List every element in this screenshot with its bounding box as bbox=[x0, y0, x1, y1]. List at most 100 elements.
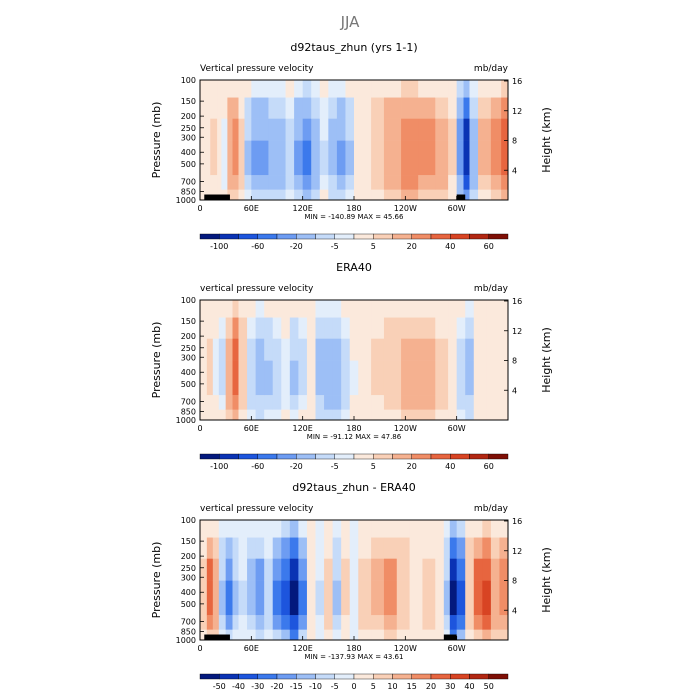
contour-cell bbox=[501, 140, 509, 176]
contour-cell bbox=[358, 615, 372, 630]
contour-cell bbox=[212, 520, 220, 538]
y-tick-label: 100 bbox=[181, 516, 196, 525]
colorbar-label: -5 bbox=[331, 242, 339, 251]
contour-cell bbox=[435, 338, 449, 361]
contour-cell bbox=[315, 395, 325, 410]
contour-cell bbox=[289, 409, 299, 421]
contour-cell bbox=[289, 580, 299, 616]
colorbar-label: 30 bbox=[445, 682, 455, 691]
colorbar-label: 50 bbox=[484, 682, 494, 691]
contour-cell bbox=[298, 537, 308, 559]
contour-cell bbox=[311, 175, 321, 190]
contour-cell bbox=[499, 338, 509, 361]
contour-cell bbox=[448, 175, 458, 190]
contour-cell bbox=[349, 629, 359, 641]
contour-cell bbox=[298, 300, 308, 318]
contour-cell bbox=[218, 580, 227, 616]
contour-cell bbox=[490, 140, 502, 176]
contour-cell bbox=[371, 409, 385, 421]
contour-cell bbox=[200, 409, 208, 421]
contour-cell bbox=[332, 360, 342, 396]
contour-cell bbox=[473, 409, 488, 421]
terrain-mask bbox=[204, 634, 230, 640]
contour-cell bbox=[306, 558, 316, 581]
contour-cell bbox=[294, 97, 304, 119]
colorbar-box bbox=[276, 233, 297, 240]
contour-cell bbox=[499, 537, 509, 559]
contour-cell bbox=[306, 629, 316, 641]
contour-cell bbox=[277, 80, 286, 98]
contour-cell bbox=[448, 97, 458, 119]
x-tick-label: 180 bbox=[346, 204, 361, 213]
contour-cell bbox=[319, 189, 329, 201]
contour-cell bbox=[328, 140, 338, 176]
contour-cell bbox=[371, 360, 385, 396]
contour-cell bbox=[371, 140, 385, 176]
contour-cell bbox=[463, 189, 470, 201]
y-tick-label: 850 bbox=[181, 408, 196, 417]
colorbar-box bbox=[392, 453, 412, 460]
contour-cell bbox=[281, 615, 291, 630]
contour-cell bbox=[463, 80, 470, 98]
contour-cell bbox=[289, 338, 299, 361]
contour-cell bbox=[311, 189, 321, 201]
contour-cell bbox=[298, 629, 308, 641]
contour-cell bbox=[354, 118, 363, 141]
contour-cell bbox=[418, 80, 436, 98]
contour-cell bbox=[358, 629, 372, 641]
contour-cell bbox=[396, 537, 411, 559]
contour-cell bbox=[349, 360, 359, 396]
contour-cell bbox=[206, 317, 214, 339]
contour-cell bbox=[341, 300, 351, 318]
right-tick-label: 16 bbox=[512, 77, 522, 86]
contour-cell bbox=[501, 97, 509, 119]
contour-cell bbox=[264, 537, 274, 559]
contour-cell bbox=[218, 615, 227, 630]
contour-cell bbox=[465, 629, 475, 641]
contour-cell bbox=[422, 615, 436, 630]
right-tick-label: 4 bbox=[512, 386, 517, 395]
contour-cell bbox=[238, 395, 248, 410]
contour-cell bbox=[349, 520, 359, 538]
contour-cell bbox=[501, 118, 509, 141]
contour-cell bbox=[264, 360, 274, 396]
contour-cell bbox=[401, 338, 419, 361]
contour-cell bbox=[232, 317, 239, 339]
contour-cell bbox=[456, 629, 466, 641]
colorbar-label: -50 bbox=[213, 682, 226, 691]
colorbar-label: 60 bbox=[484, 242, 494, 251]
contour-cell bbox=[272, 395, 282, 410]
contour-cell bbox=[341, 360, 351, 396]
contour-cell bbox=[225, 558, 233, 581]
contour-cell bbox=[247, 558, 257, 581]
contour-cell bbox=[298, 317, 308, 339]
contour-cell bbox=[435, 580, 445, 616]
contour-cell bbox=[396, 629, 411, 641]
colorbar-label: -20 bbox=[270, 682, 283, 691]
contour-cell bbox=[409, 615, 423, 630]
contour-cell bbox=[490, 118, 502, 141]
contour-cell bbox=[247, 580, 257, 616]
contour-cell bbox=[383, 395, 402, 410]
contour-cell bbox=[449, 615, 458, 630]
contour-cell bbox=[315, 537, 325, 559]
x-tick-label: 120E bbox=[293, 644, 313, 653]
contour-cell bbox=[401, 80, 419, 98]
contour-cell bbox=[448, 317, 458, 339]
contour-cell bbox=[332, 409, 342, 421]
contour-cell bbox=[349, 300, 359, 318]
contour-cell bbox=[204, 140, 211, 176]
y-tick-label: 1000 bbox=[176, 416, 196, 425]
right-tick-label: 4 bbox=[512, 166, 517, 175]
contour-cell bbox=[315, 338, 325, 361]
contour-cell bbox=[218, 395, 227, 410]
contour-cell bbox=[422, 580, 436, 616]
right-tick-label: 4 bbox=[512, 606, 517, 615]
contour-cell bbox=[294, 140, 304, 176]
contour-cell bbox=[456, 97, 464, 119]
contour-cell bbox=[396, 580, 411, 616]
contour-cell bbox=[268, 140, 278, 176]
contour-cell bbox=[383, 97, 402, 119]
contour-cell bbox=[456, 537, 466, 559]
contour-cell bbox=[401, 317, 419, 339]
